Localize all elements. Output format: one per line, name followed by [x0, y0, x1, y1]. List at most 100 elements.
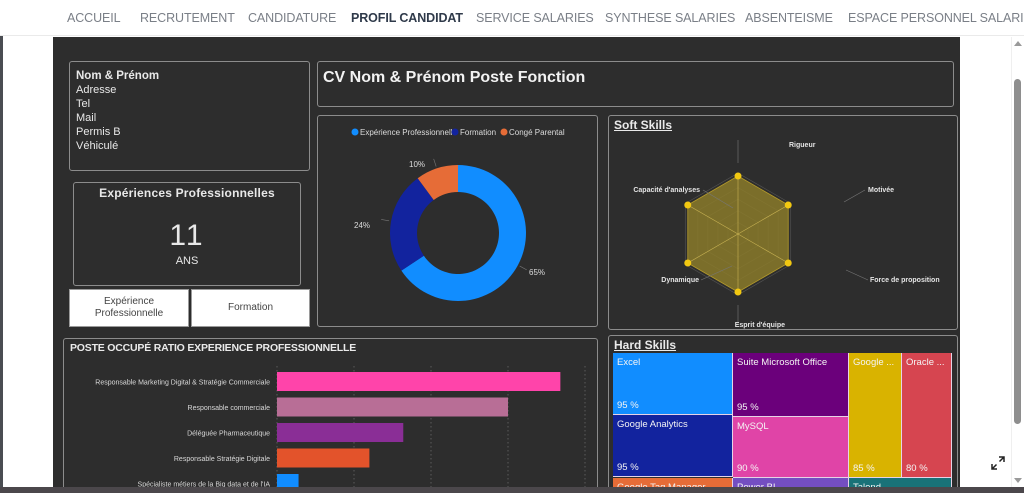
treemap-value: 95 % — [617, 462, 639, 473]
bar-category-label: Déléguée Pharmaceutique — [187, 431, 270, 438]
radar-axis-line — [687, 204, 789, 264]
bar-2 — [277, 423, 404, 442]
radar-axis-label: Motivée — [868, 187, 894, 194]
nav-tab-accueil[interactable]: ACCUEIL — [67, 11, 121, 25]
treemap-cell-google-analytics[interactable]: Google Analytics 95 % — [613, 415, 733, 477]
contact-address: Adresse — [76, 84, 117, 96]
bar-category-label: Responsable Stratégie Digitale — [174, 456, 270, 463]
treemap-label: Excel — [617, 357, 641, 368]
report-canvas: Nom & Prénom Adresse Tel Mail Permis B V… — [53, 37, 960, 493]
treemap-label: Oracle ... — [906, 357, 945, 368]
experience-years-unit: ANS — [175, 255, 199, 267]
donut-data-label: 65% — [529, 268, 545, 277]
nav-tab-synthese-salaries[interactable]: SYNTHESE SALARIES — [605, 11, 736, 25]
treemap-value: 95 % — [617, 400, 639, 411]
taskbar-strip — [0, 487, 1024, 493]
radar-axis-label: Rigueur — [789, 142, 816, 149]
candidate-name: Nom & Prénom — [76, 70, 160, 82]
legend-label: Formation — [460, 128, 496, 137]
treemap-cell-suite-microsoft-office[interactable]: Suite Microsoft Office 95 % — [733, 353, 849, 417]
radar-point-5 — [684, 201, 692, 209]
experience-card-title: Expériences Professionnelles — [99, 186, 275, 200]
window-edge — [0, 36, 3, 493]
bar-category-label: Spécialiste métiers de la Big data et de… — [138, 482, 271, 489]
radar-axis-label: Esprit d'équipe — [735, 322, 785, 329]
donut-leader-line — [381, 219, 390, 222]
nav-tab-recrutement[interactable]: RECRUTEMENT — [140, 11, 235, 25]
treemap-cell-google[interactable]: Google ... 85 % — [849, 353, 902, 478]
bar-chart-title: POSTE OCCUPÉ RATIO EXPERIENCE PROFESSION… — [70, 342, 357, 354]
nav-tab-absenteisme[interactable]: ABSENTEISME — [745, 11, 833, 25]
treemap-cell-oracle[interactable]: Oracle ... 80 % — [902, 353, 952, 478]
scrollbar-thumb[interactable] — [1014, 79, 1021, 424]
radar-axis-label: Force de proposition — [870, 277, 940, 284]
nav-tab-profil-candidat[interactable]: PROFIL CANDIDAT — [351, 11, 463, 25]
radar-point-2 — [784, 259, 792, 267]
radar-leader-line — [700, 265, 733, 281]
donut-data-label: 24% — [354, 221, 370, 230]
treemap-label: Google Analytics — [617, 419, 688, 430]
legend-label: Congé Parental — [509, 128, 565, 137]
radar-axis-label: Capacité d'analyses — [633, 187, 700, 194]
hard-skills-title: Hard Skills — [614, 338, 677, 352]
treemap-cell-mysql[interactable]: MySQL 90 % — [733, 417, 849, 478]
radar-point-0 — [734, 172, 742, 180]
poste-ratio-bar-chart: Responsable Marketing Digital & Stratégi… — [95, 366, 586, 493]
treemap-value: 95 % — [737, 402, 759, 413]
contact-license: Permis B — [76, 126, 121, 138]
legend-dot-1 — [451, 128, 459, 136]
nav-tab-espace-personnel-salarie[interactable]: ESPACE PERSONNEL SALARIE — [848, 11, 1024, 25]
donut-slice-1 — [390, 178, 434, 271]
bar-category-label: Responsable Marketing Digital & Stratégi… — [95, 380, 270, 387]
radar-leader-line — [843, 189, 866, 203]
scroll-down-arrow-icon[interactable] — [1014, 478, 1022, 483]
experience-professionnelle-button[interactable]: Expérience Professionnelle — [69, 289, 189, 327]
hard-skills-panel: Hard Skills Excel 95 % Google Analytics … — [608, 335, 958, 493]
fullscreen-expand-icon[interactable] — [990, 455, 1006, 471]
radar-point-4 — [684, 259, 692, 267]
treemap-value: 80 % — [906, 463, 928, 474]
treemap-value: 90 % — [737, 463, 759, 474]
formation-button[interactable]: Formation — [191, 289, 310, 327]
bar-1 — [277, 397, 508, 417]
treemap-cell-excel[interactable]: Excel 95 % — [613, 353, 733, 415]
contact-mail: Mail — [76, 112, 97, 124]
hard-skills-treemap: Excel 95 % Google Analytics 95 % Suite M… — [613, 353, 954, 493]
bar-category-label: Responsable commerciale — [188, 405, 271, 412]
top-navigation: ACCUEIL RECRUTEMENT CANDIDATURE PROFIL C… — [0, 0, 1024, 36]
treemap-label: Suite Microsoft Office — [737, 357, 828, 368]
donut-data-label: 10% — [409, 160, 425, 169]
bar-chart-panel: POSTE OCCUPÉ RATIO EXPERIENCE PROFESSION… — [63, 338, 598, 493]
soft-skills-radar-chart: Rigueur Motivée Force de proposition Esprit… — [633, 140, 940, 329]
nav-tab-service-salaries[interactable]: SERVICE SALARIES — [476, 11, 594, 25]
cv-title-card: CV Nom & Prénom Poste Fonction — [317, 61, 954, 107]
bar-3 — [277, 448, 370, 468]
vertical-scrollbar[interactable] — [1011, 37, 1023, 487]
radar-point-3 — [734, 288, 742, 296]
contact-card: Nom & Prénom Adresse Tel Mail Permis B V… — [69, 61, 310, 171]
radar-point-1 — [784, 201, 792, 209]
nav-tab-candidature[interactable]: CANDIDATURE — [248, 11, 337, 25]
cv-title: CV Nom & Prénom Poste Fonction — [323, 69, 586, 86]
radar-leader-line — [845, 269, 869, 281]
experience-card: Expériences Professionnelles 11 ANS — [73, 182, 301, 286]
donut-chart: Expérience Professionnelle Formation Congé… — [351, 128, 565, 301]
scroll-up-arrow-icon[interactable] — [1014, 41, 1022, 46]
donut-leader-line — [519, 265, 527, 271]
donut-slice-2 — [417, 165, 458, 200]
contact-phone: Tel — [76, 98, 91, 110]
radar-axis-label: Dynamique — [661, 277, 699, 284]
radar-leader-line — [702, 189, 734, 209]
soft-skills-panel: Soft Skills Rigueur Motivée Force de propo… — [608, 115, 958, 330]
treemap-label: Google ... — [853, 357, 895, 368]
donut-slice-0 — [401, 165, 526, 301]
bar-0 — [277, 372, 561, 391]
treemap-value: 85 % — [853, 463, 875, 474]
treemap-label: MySQL — [737, 421, 769, 432]
legend-dot-2 — [500, 128, 508, 136]
soft-skills-title: Soft Skills — [614, 118, 673, 132]
legend-label: Expérience Professionnelle — [360, 128, 457, 137]
legend-dot-0 — [351, 128, 359, 136]
donut-leader-line — [433, 158, 437, 167]
experience-years-value: 11 — [169, 219, 205, 252]
